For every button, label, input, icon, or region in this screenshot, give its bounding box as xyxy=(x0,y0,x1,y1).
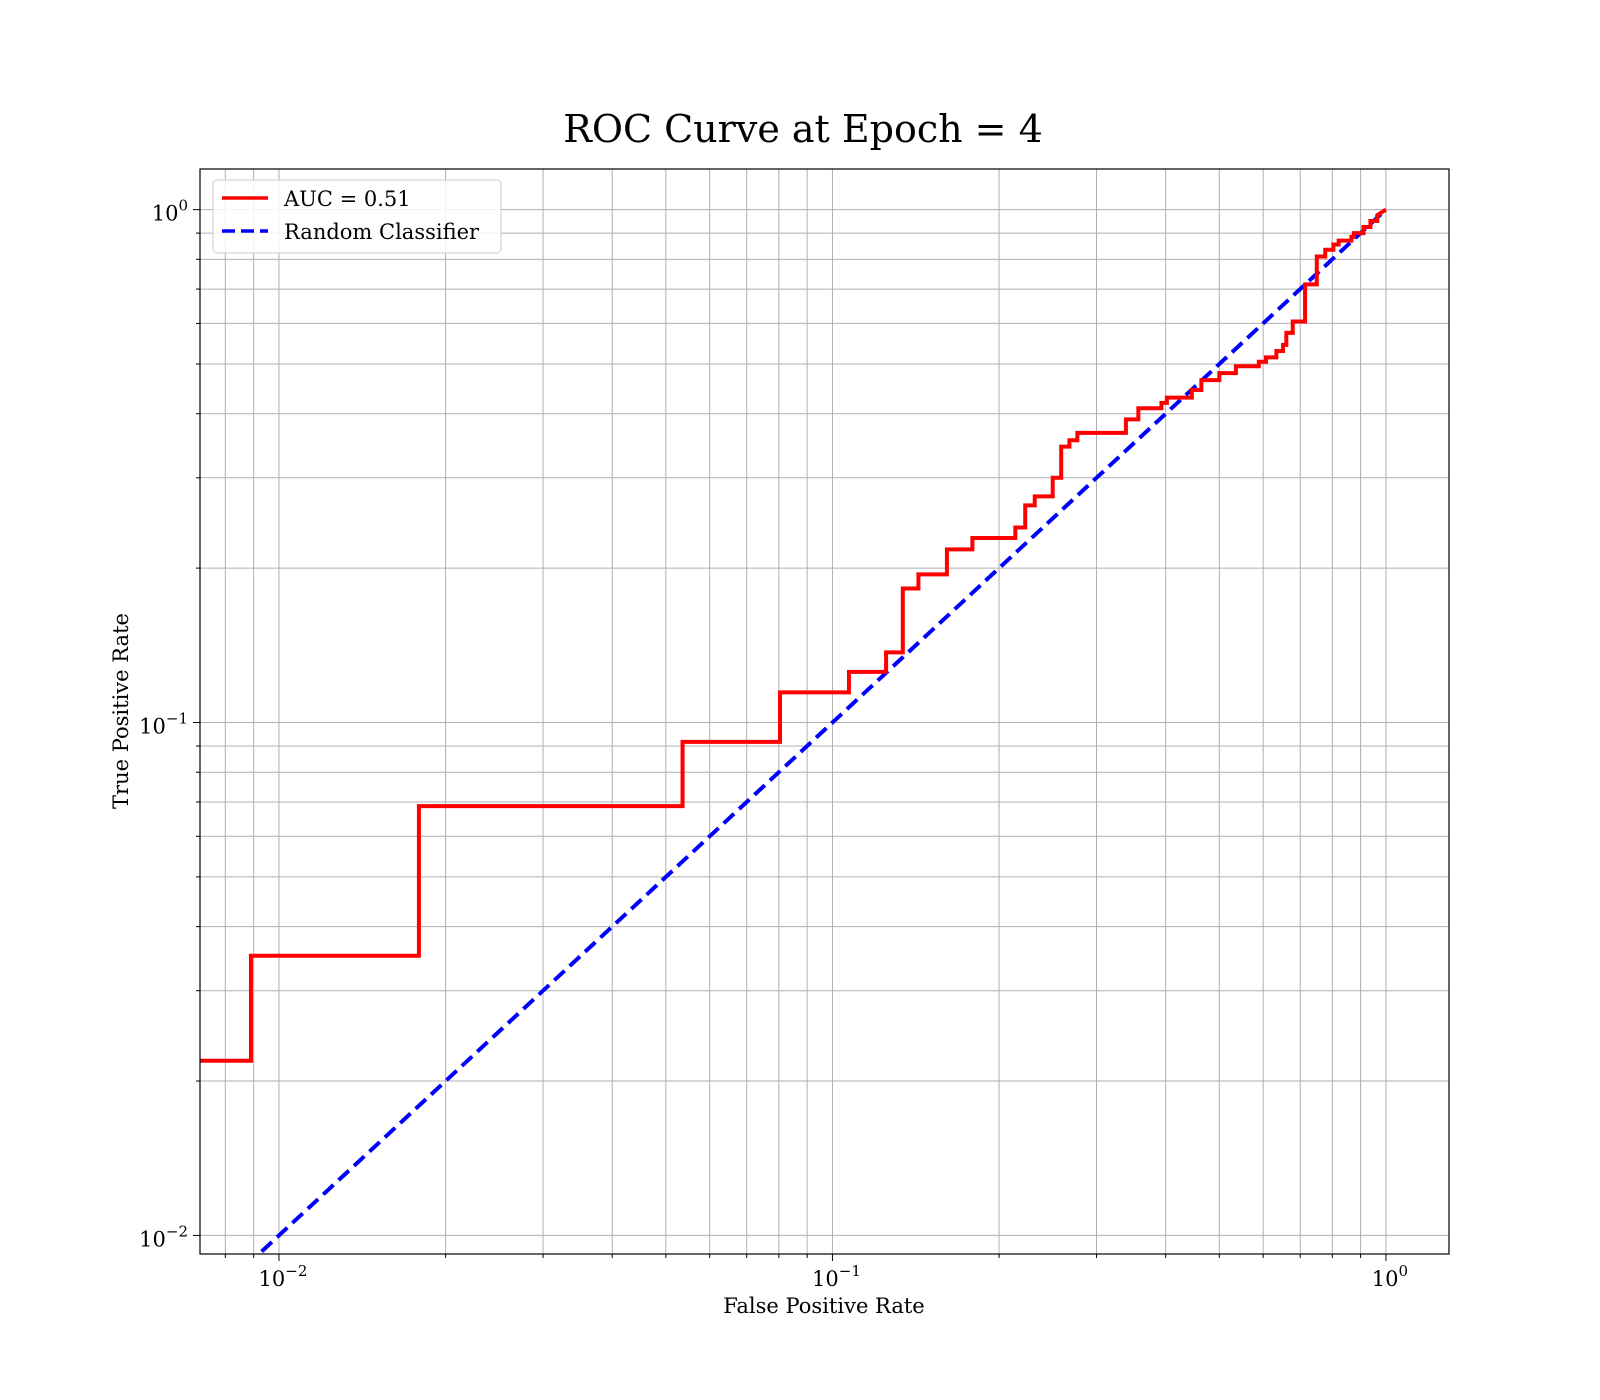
y-tick-label: 10−2 xyxy=(139,1222,188,1251)
chart-title: ROC Curve at Epoch = 4 xyxy=(563,107,1043,151)
y-tick-label: 10−1 xyxy=(139,710,188,739)
legend-box xyxy=(212,179,502,254)
y-axis-label: True Positive Rate xyxy=(109,613,133,809)
y-tick-label: 100 xyxy=(152,197,188,226)
x-tick-label: 10−1 xyxy=(812,1262,861,1291)
random-classifier-line xyxy=(255,208,1388,1254)
series-layer xyxy=(200,207,1388,1254)
x-axis-label: False Positive Rate xyxy=(723,1294,924,1318)
legend-label-random-classifier: Random Classifier xyxy=(284,220,480,244)
axis-ticks: 10−2 10−1 100 10−2 10−1 100 xyxy=(139,197,1408,1291)
legend-label-auc: AUC = 0.51 xyxy=(283,187,411,211)
legend: AUC = 0.51 Random Classifier xyxy=(212,179,502,254)
roc-curve-line xyxy=(200,207,1388,1063)
grid xyxy=(200,169,1449,1254)
x-tick-label: 10−2 xyxy=(259,1262,308,1291)
x-tick-label: 100 xyxy=(1372,1262,1408,1291)
plot-area-frame xyxy=(199,168,1450,1255)
